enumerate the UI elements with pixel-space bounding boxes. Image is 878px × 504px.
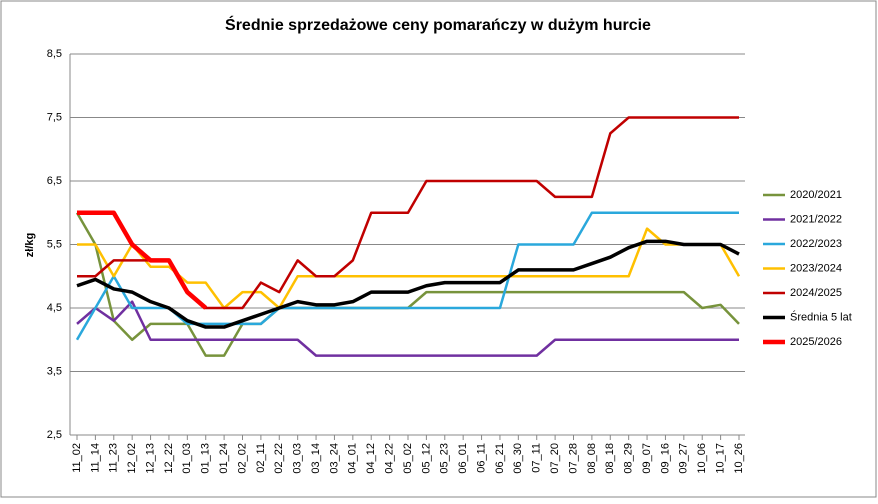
y-tick-label: 3,5 — [47, 365, 62, 377]
y-tick-label: 8,5 — [47, 48, 62, 60]
x-tick-label: 05_02 — [402, 443, 414, 474]
x-tick-label: 06_11 — [475, 443, 487, 473]
x-tick-label: 03_24 — [328, 443, 340, 474]
x-tick-label: 07_20 — [549, 443, 561, 474]
x-tick-label: 06_21 — [494, 443, 506, 474]
y-tick-label: 6,5 — [47, 175, 62, 187]
chart-title: Średnie sprzedażowe ceny pomarańczy w du… — [225, 15, 651, 34]
x-tick-label: 08_08 — [586, 443, 598, 474]
x-tick-label: 02_22 — [273, 443, 285, 474]
legend-label: 2021/2022 — [790, 213, 842, 225]
x-tick-label: 06_30 — [512, 443, 524, 474]
legend-label: 2023/2024 — [790, 262, 842, 274]
x-tick-label: 08_29 — [623, 443, 635, 474]
series-line — [75, 211, 739, 341]
x-tick-label: 11_23 — [108, 443, 120, 473]
x-tick-label: 09_27 — [678, 443, 690, 474]
x-tick-label: 08_18 — [604, 443, 616, 474]
x-tick-label: 11_14 — [89, 443, 101, 473]
legend-label: Średnia 5 lat — [790, 310, 852, 323]
y-tick-label: 4,5 — [47, 302, 62, 314]
x-tick-label: 04_22 — [384, 443, 396, 474]
x-tick-label: 02_11 — [255, 443, 267, 473]
x-tick-label: 01_03 — [181, 443, 193, 474]
legend-label: 2022/2023 — [790, 238, 842, 250]
x-tick-label: 05_12 — [420, 443, 432, 474]
y-axis-label: zł/kg — [24, 233, 36, 257]
legend-label: 2020/2021 — [790, 189, 842, 201]
y-tick-label: 5,5 — [47, 238, 62, 250]
series-line — [76, 300, 739, 357]
y-tick-label: 7,5 — [47, 111, 62, 123]
series-line — [77, 227, 741, 310]
x-tick-label: 04_01 — [347, 443, 359, 474]
x-tick-label: 10_17 — [715, 443, 727, 474]
x-tick-label: 12_22 — [163, 443, 175, 474]
x-tick-label: 03_14 — [310, 443, 322, 474]
x-tick-label: 10_06 — [696, 443, 708, 474]
y-tick-label: 2,5 — [47, 429, 62, 441]
series-line — [77, 210, 208, 310]
x-tick-label: 07_11 — [531, 443, 543, 473]
x-tick-label: 01_13 — [200, 443, 212, 474]
x-tick-label: 09_07 — [641, 443, 653, 474]
x-tick-label: 01_24 — [218, 443, 230, 474]
x-tick-label: 05_23 — [439, 443, 451, 474]
x-tick-label: 12_02 — [126, 443, 138, 474]
x-tick-label: 12_13 — [144, 443, 156, 474]
x-tick-label: 03_03 — [292, 443, 304, 474]
x-tick-label: 02_02 — [236, 443, 248, 474]
legend-label: 2024/2025 — [790, 287, 842, 299]
x-tick-label: 10_26 — [733, 443, 745, 474]
x-tick-label: 04_12 — [365, 443, 377, 474]
x-tick-label: 07_28 — [567, 443, 579, 474]
series-line — [76, 239, 740, 329]
x-tick-label: 11_02 — [71, 443, 83, 473]
legend-label: 2025/2026 — [790, 336, 842, 348]
x-tick-label: 09_16 — [659, 443, 671, 474]
x-tick-label: 06_01 — [457, 443, 469, 474]
